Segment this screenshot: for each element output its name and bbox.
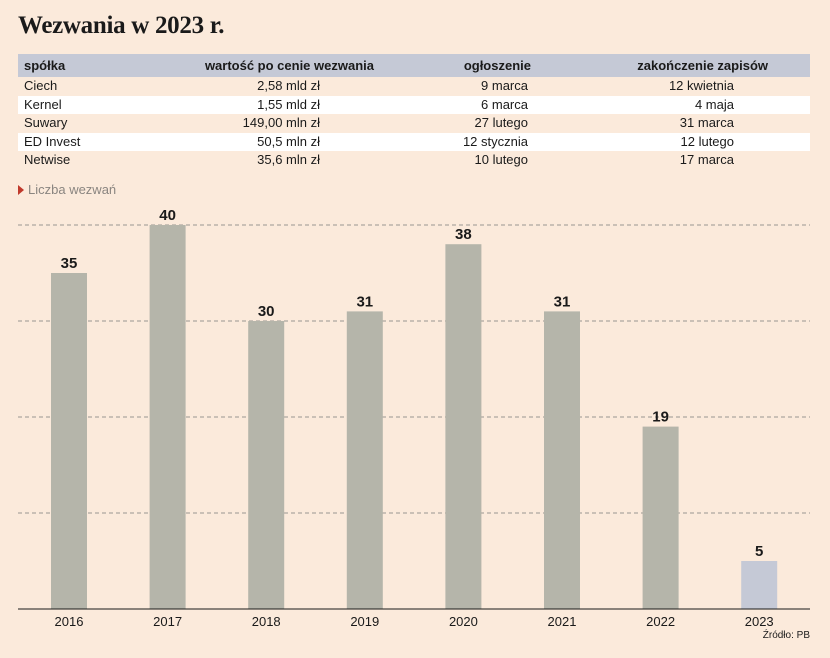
company-cell: Suwary: [24, 115, 68, 130]
data-label: 40: [159, 207, 176, 224]
triangle-marker-icon: [18, 185, 24, 195]
table-row: Netwise 35,6 mln zł 10 lutego 17 marca: [18, 151, 810, 170]
bar: [248, 321, 285, 609]
x-tick-label: 2022: [646, 614, 675, 629]
source-note: Źródło: PB: [762, 630, 810, 641]
bar: [445, 244, 482, 609]
bar-chart: 35 40 30 31 38 31 19 5 2016 2017 2018 2019 2020 2021…: [18, 207, 810, 629]
value-cell: 1,55 mld zł: [257, 96, 320, 112]
announcement-cell: 27 lutego: [474, 115, 529, 130]
subscription-end-cell: 4 maja: [694, 96, 734, 112]
table-row: Kernel 1,55 mld zł 6 marca 4 maja: [18, 95, 810, 114]
data-labels: 35 40 30 31 38 31 19 5: [61, 207, 764, 560]
x-tick-label: 2021: [548, 614, 577, 629]
series-label-text: Liczba wezwań: [28, 182, 117, 197]
header-subscription-end: zakończenie zapisów: [637, 58, 768, 73]
x-tick-label: 2020: [449, 614, 478, 629]
table-row: Ciech 2,58 mld zł 9 marca 12 kwietnia: [18, 77, 810, 96]
bar: [544, 311, 580, 609]
announcement-cell: 12 stycznia: [462, 133, 528, 149]
table-row: ED Invest 50,5 mln zł 12 stycznia 12 lut…: [18, 132, 810, 151]
table-header-row: spółka wartość po cenie wezwania ogłosze…: [18, 54, 810, 77]
bar: [346, 311, 383, 609]
x-tick-label: 2019: [350, 614, 379, 629]
company-cell: Ciech: [24, 78, 58, 93]
bar: [51, 273, 87, 609]
data-label: 35: [61, 255, 78, 272]
header-company: spółka: [24, 58, 66, 73]
subscription-end-cell: 31 marca: [679, 115, 734, 130]
announcement-cell: 6 marca: [481, 96, 528, 112]
data-label: 38: [455, 226, 472, 243]
company-cell: Netwise: [24, 152, 71, 167]
header-announcement: ogłoszenie: [463, 58, 531, 73]
data-label: 30: [258, 303, 275, 320]
value-cell: 35,6 mln zł: [257, 152, 320, 167]
data-label: 31: [356, 293, 373, 310]
offers-table: spółka wartość po cenie wezwania ogłosze…: [18, 54, 810, 170]
company-cell: ED Invest: [24, 133, 81, 149]
chart-title: Wezwania w 2023 r.: [18, 12, 225, 39]
value-cell: 2,58 mld zł: [257, 78, 320, 93]
announcement-cell: 9 marca: [481, 78, 528, 93]
subscription-end-cell: 17 marca: [679, 152, 734, 167]
data-label: 19: [652, 409, 669, 426]
subscription-end-cell: 12 lutego: [680, 133, 735, 149]
x-tick-label: 2023: [745, 614, 774, 629]
x-tick-label: 2016: [55, 614, 84, 629]
header-value: wartość po cenie wezwania: [204, 58, 374, 73]
bar: [741, 561, 778, 609]
gridlines: [18, 224, 810, 514]
value-cell: 50,5 mln zł: [257, 133, 320, 149]
series-label: Liczba wezwań: [18, 182, 116, 197]
data-label: 31: [554, 293, 571, 310]
announcement-cell: 10 lutego: [474, 152, 529, 167]
bar: [642, 426, 679, 609]
bar: [149, 225, 186, 609]
bars: [51, 225, 778, 609]
value-cell: 149,00 mln zł: [242, 115, 320, 130]
subscription-end-cell: 12 kwietnia: [668, 78, 734, 93]
company-cell: Kernel: [24, 96, 62, 112]
data-label: 5: [755, 543, 763, 560]
x-tick-labels: 2016 2017 2018 2019 2020 2021 2022 2023: [55, 614, 774, 629]
x-tick-label: 2017: [153, 614, 182, 629]
table-row: Suwary 149,00 mln zł 27 lutego 31 marca: [18, 114, 810, 133]
x-tick-label: 2018: [252, 614, 281, 629]
